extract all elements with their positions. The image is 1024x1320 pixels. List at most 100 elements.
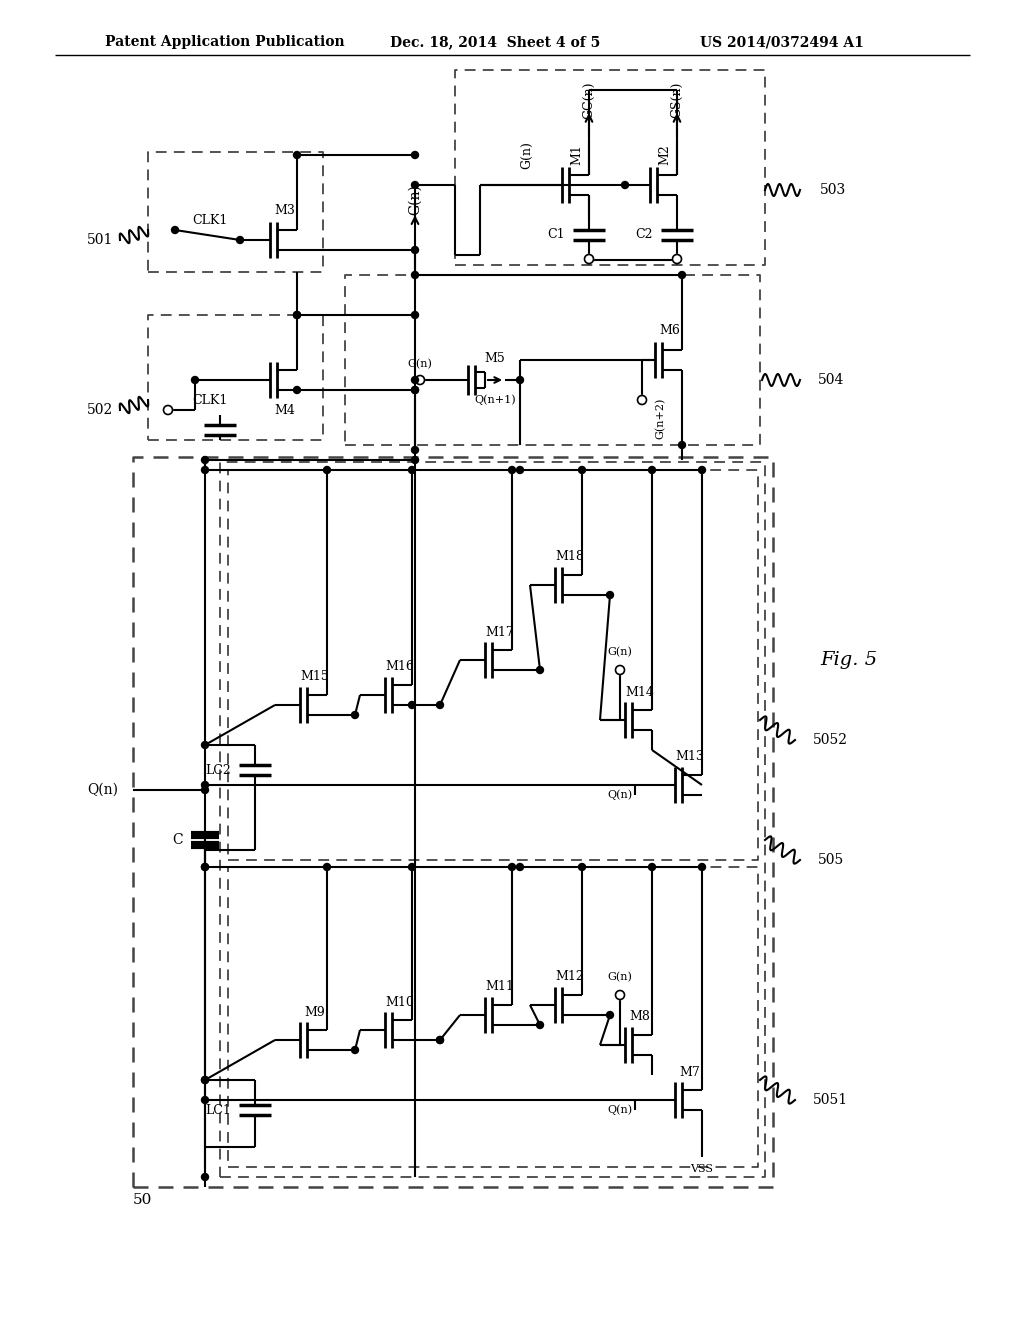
Circle shape [294,152,300,158]
Text: VSS: VSS [690,1164,714,1173]
Text: Q(n+1): Q(n+1) [474,395,516,405]
Text: M3: M3 [274,203,296,216]
Circle shape [202,781,209,788]
Text: M18: M18 [556,550,585,564]
Circle shape [412,272,419,279]
Text: 501: 501 [87,234,113,247]
Text: CLK1: CLK1 [193,214,227,227]
Circle shape [324,466,331,474]
Text: GC(n): GC(n) [583,82,596,119]
Circle shape [351,711,358,718]
Text: 502: 502 [87,403,113,417]
Text: M17: M17 [485,626,514,639]
Circle shape [698,466,706,474]
Circle shape [409,466,416,474]
Text: CLK1: CLK1 [193,393,227,407]
Circle shape [412,387,419,393]
Text: 504: 504 [818,374,845,387]
Circle shape [648,863,655,870]
Circle shape [164,405,172,414]
Text: US 2014/0372494 A1: US 2014/0372494 A1 [700,36,864,49]
Circle shape [202,787,209,793]
Circle shape [698,863,706,870]
Circle shape [516,863,523,870]
Circle shape [606,1011,613,1019]
Text: 505: 505 [818,853,844,867]
Text: M5: M5 [484,351,506,364]
Text: LC1: LC1 [205,1104,231,1117]
Circle shape [615,665,625,675]
Text: M10: M10 [386,995,415,1008]
Circle shape [648,466,655,474]
Text: G(n): G(n) [607,972,633,982]
Text: 5052: 5052 [813,733,848,747]
Text: Q(n): Q(n) [607,1105,632,1115]
Circle shape [409,863,416,870]
Circle shape [579,466,586,474]
Circle shape [202,863,209,870]
Circle shape [412,181,419,189]
Circle shape [202,1077,209,1084]
Circle shape [516,466,523,474]
Text: G(n): G(n) [520,141,534,169]
Circle shape [324,863,331,870]
Text: G(n+2): G(n+2) [654,397,666,438]
Circle shape [615,990,625,999]
Circle shape [537,667,544,673]
Circle shape [509,466,515,474]
Text: M2: M2 [658,145,672,165]
Circle shape [294,312,300,318]
Circle shape [202,1173,209,1180]
Circle shape [412,446,419,454]
Text: M8: M8 [630,1011,650,1023]
Circle shape [412,247,419,253]
Text: 50: 50 [133,1193,153,1206]
Text: GS(n): GS(n) [671,82,683,119]
Circle shape [516,376,523,384]
Circle shape [579,863,586,870]
Text: M1: M1 [570,145,584,165]
Text: Dec. 18, 2014  Sheet 4 of 5: Dec. 18, 2014 Sheet 4 of 5 [390,36,600,49]
Circle shape [436,701,443,709]
Circle shape [606,591,613,598]
Text: 5051: 5051 [813,1093,848,1107]
Text: M4: M4 [274,404,296,417]
Text: M11: M11 [485,981,514,994]
Circle shape [202,457,209,463]
Circle shape [673,255,682,264]
Text: C: C [172,833,183,847]
Circle shape [412,312,419,318]
Circle shape [351,1047,358,1053]
Circle shape [171,227,178,234]
Text: M7: M7 [680,1065,700,1078]
Text: Q(n): Q(n) [607,789,632,800]
Text: Fig. 5: Fig. 5 [820,651,878,669]
Text: G(n): G(n) [408,359,432,370]
Circle shape [436,1036,443,1044]
Circle shape [412,457,419,463]
Circle shape [202,466,209,474]
Text: M6: M6 [659,323,680,337]
Circle shape [409,701,416,709]
Circle shape [412,387,419,393]
Text: LC2: LC2 [205,763,231,776]
Circle shape [294,387,300,393]
Circle shape [509,863,515,870]
Circle shape [679,441,685,449]
Circle shape [622,181,629,189]
Circle shape [638,396,646,404]
Circle shape [202,742,209,748]
Circle shape [412,152,419,158]
Circle shape [416,375,425,384]
Circle shape [585,255,594,264]
Text: G(n): G(n) [408,185,422,215]
Text: C1: C1 [548,228,565,242]
Circle shape [202,863,209,870]
Circle shape [202,1097,209,1104]
Circle shape [294,312,300,318]
Text: M15: M15 [301,671,330,684]
Circle shape [237,236,244,243]
Circle shape [679,272,685,279]
Text: 503: 503 [820,183,846,197]
Text: Patent Application Publication: Patent Application Publication [105,36,345,49]
